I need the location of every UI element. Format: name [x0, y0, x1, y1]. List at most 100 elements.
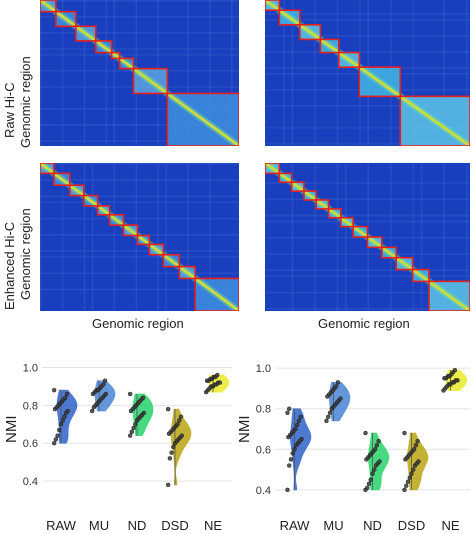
tad-border	[411, 268, 430, 283]
y-tick-label: 1.0	[256, 363, 271, 375]
data-point	[127, 391, 133, 397]
data-point	[63, 395, 68, 400]
data-point	[65, 408, 71, 414]
heatmap-streak	[390, 163, 392, 311]
heatmap-diagonal-glow	[40, 0, 239, 146]
y-tick-label: 0.6	[23, 438, 38, 450]
heatmap-streak	[443, 0, 445, 146]
data-point	[415, 438, 420, 444]
data-point	[327, 410, 333, 415]
data-point	[452, 367, 458, 373]
data-point	[59, 399, 65, 404]
data-point	[443, 376, 449, 381]
tad-border	[118, 57, 135, 70]
row-label-raw-axis: Genomic region	[18, 56, 33, 148]
y-axis-label: NMI	[236, 416, 253, 444]
data-point	[324, 418, 329, 424]
data-point	[127, 433, 133, 438]
tad-border	[340, 216, 354, 228]
heatmap-streak	[412, 163, 415, 311]
heatmap-streak	[40, 140, 239, 142]
data-point	[131, 425, 136, 431]
heatmap-diagonal-glow	[40, 163, 239, 311]
heatmap-streak	[105, 0, 108, 146]
tad-border	[122, 224, 139, 237]
data-point	[129, 429, 135, 435]
data-point	[377, 459, 382, 464]
data-point	[449, 372, 454, 377]
data-point	[100, 395, 105, 400]
tad-border	[399, 95, 470, 146]
y-tick-label: 1.0	[23, 362, 38, 374]
heatmap-streak	[40, 16, 239, 18]
data-point	[363, 487, 368, 493]
heatmap-streak	[265, 275, 470, 277]
data-point	[298, 414, 303, 420]
heatmap-streak	[187, 163, 189, 311]
violin-mu	[94, 380, 116, 412]
tad-border	[319, 38, 340, 54]
data-point	[203, 389, 209, 395]
x-label-right: Genomic region	[318, 316, 410, 331]
heatmap-streak	[40, 124, 239, 126]
data-point	[54, 405, 59, 410]
y-tick-label: 0.8	[256, 404, 271, 416]
x-tick-label: RAW	[46, 518, 77, 533]
data-point	[96, 399, 102, 404]
data-point	[365, 455, 371, 460]
data-point	[297, 438, 302, 444]
row-label-enhanced: Enhanced Hi-C	[2, 221, 17, 310]
row-label-raw: Raw Hi-C	[2, 82, 17, 138]
data-point	[207, 386, 212, 391]
data-point	[130, 406, 135, 412]
heatmap-streak	[40, 201, 239, 203]
data-point	[137, 399, 142, 404]
row-label-enhanced-axis: Genomic region	[18, 208, 33, 300]
heatmap-streak	[291, 0, 294, 146]
data-point	[326, 414, 331, 420]
tad-border	[194, 277, 239, 311]
data-point	[373, 463, 379, 468]
heatmap-streak	[91, 163, 94, 311]
heatmap-streak	[412, 0, 415, 146]
heatmap-streak	[265, 182, 470, 184]
data-point	[285, 487, 290, 493]
heatmap-streak	[157, 163, 159, 311]
heatmap-streak	[40, 0, 42, 146]
data-point	[175, 422, 180, 427]
data-point	[294, 422, 300, 428]
data-point	[211, 374, 217, 380]
data-point	[333, 384, 339, 389]
tad-border	[136, 234, 151, 246]
data-point	[409, 471, 414, 476]
violin-ne	[446, 369, 468, 391]
heatmap-streak	[40, 48, 239, 50]
x-tick-label: DSD	[398, 518, 425, 533]
violin-raw	[290, 408, 312, 491]
data-point	[205, 387, 211, 393]
data-point	[94, 387, 99, 393]
data-point	[51, 387, 57, 393]
data-point	[217, 380, 223, 385]
tad-border	[303, 190, 318, 201]
heatmap-streak	[187, 0, 189, 146]
data-point	[375, 461, 380, 466]
data-point	[171, 425, 177, 431]
data-point	[374, 443, 380, 448]
data-point	[450, 380, 455, 385]
tad-border	[75, 25, 97, 42]
heatmap-streak	[265, 51, 470, 53]
heatmap-streak	[443, 163, 445, 311]
data-point	[376, 438, 381, 444]
tad-border	[178, 265, 197, 280]
heatmap-raw-right	[265, 0, 470, 146]
data-point	[290, 451, 295, 456]
x-tick-label: RAW	[280, 518, 311, 533]
heatmap-enhanced-right	[265, 163, 470, 311]
heatmap-streak	[265, 269, 470, 272]
heatmap-streak	[265, 291, 470, 294]
data-point	[402, 487, 407, 493]
tad-border	[82, 194, 99, 207]
heatmap-streak	[265, 214, 470, 217]
data-point	[289, 430, 295, 436]
